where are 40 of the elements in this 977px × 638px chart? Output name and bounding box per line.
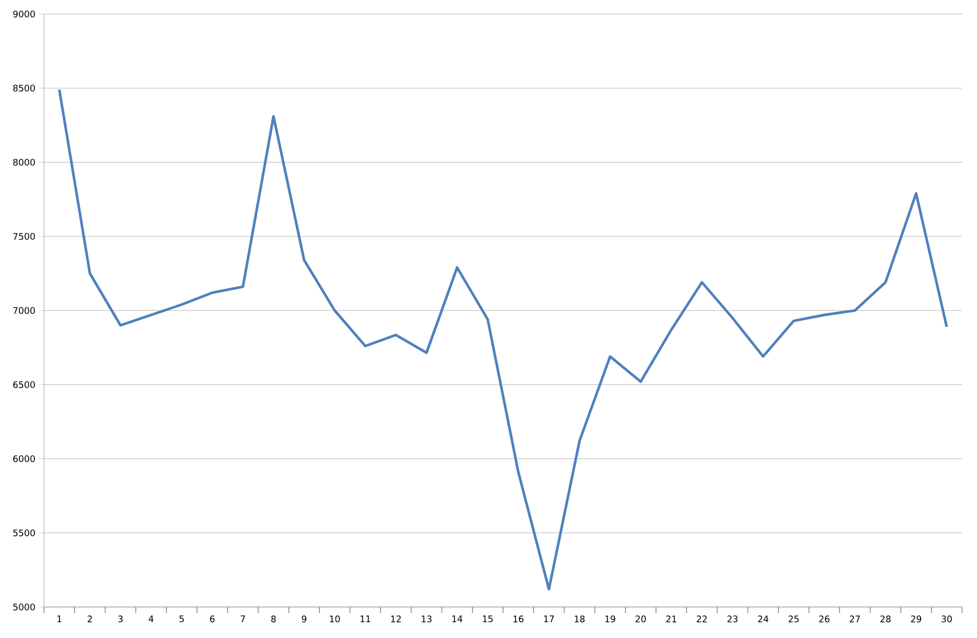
x-tick-label: 8 — [271, 616, 276, 622]
x-tick-label: 27 — [850, 616, 860, 622]
x-tick-label: 28 — [880, 616, 891, 622]
x-tick-label: 6 — [210, 616, 215, 622]
y-tick-label: 9000 — [13, 10, 35, 18]
x-tick-label: 11 — [360, 616, 370, 622]
x-tick-label: 4 — [148, 616, 154, 622]
y-tick-label: 5500 — [13, 529, 35, 536]
x-tick-label: 23 — [727, 616, 738, 622]
x-tick-label: 20 — [636, 616, 646, 622]
x-tick-label: 21 — [666, 616, 676, 622]
x-tick-label: 5 — [180, 616, 184, 622]
x-tick-label: 18 — [574, 616, 585, 622]
x-tick-label: 3 — [118, 616, 123, 622]
x-tick-label: 15 — [482, 616, 493, 622]
x-tick-label: 24 — [758, 616, 768, 622]
y-tick-label: 6500 — [13, 381, 35, 388]
x-tick-label: 29 — [911, 616, 922, 622]
x-tick-label: 26 — [819, 616, 830, 622]
y-tick-label: 7000 — [13, 307, 35, 314]
x-tick-label: 13 — [422, 616, 432, 622]
x-tick-label: 25 — [788, 616, 799, 622]
x-tick-label: 17 — [544, 616, 554, 622]
x-tick-label: 9 — [302, 616, 306, 622]
x-tick-label: 2 — [88, 616, 92, 622]
x-tick-label: 22 — [696, 616, 707, 622]
x-tick-label: 14 — [452, 616, 462, 622]
y-tick-label: 8500 — [13, 84, 35, 92]
x-tick-label: 30 — [942, 616, 952, 622]
x-tick-label: 19 — [605, 616, 616, 622]
x-tick-label: 12 — [391, 616, 401, 622]
y-tick-label: 5000 — [13, 604, 35, 610]
x-tick-label: 7 — [240, 616, 245, 622]
line-series — [58, 88, 948, 591]
x-tick-label: 1 — [57, 616, 62, 622]
y-tick-label: 8000 — [13, 158, 35, 166]
x-tick-label: 10 — [330, 616, 340, 622]
x-tick-label: 16 — [514, 616, 524, 622]
y-tick-label: 6000 — [13, 455, 35, 462]
y-tick-label: 7500 — [13, 232, 35, 240]
